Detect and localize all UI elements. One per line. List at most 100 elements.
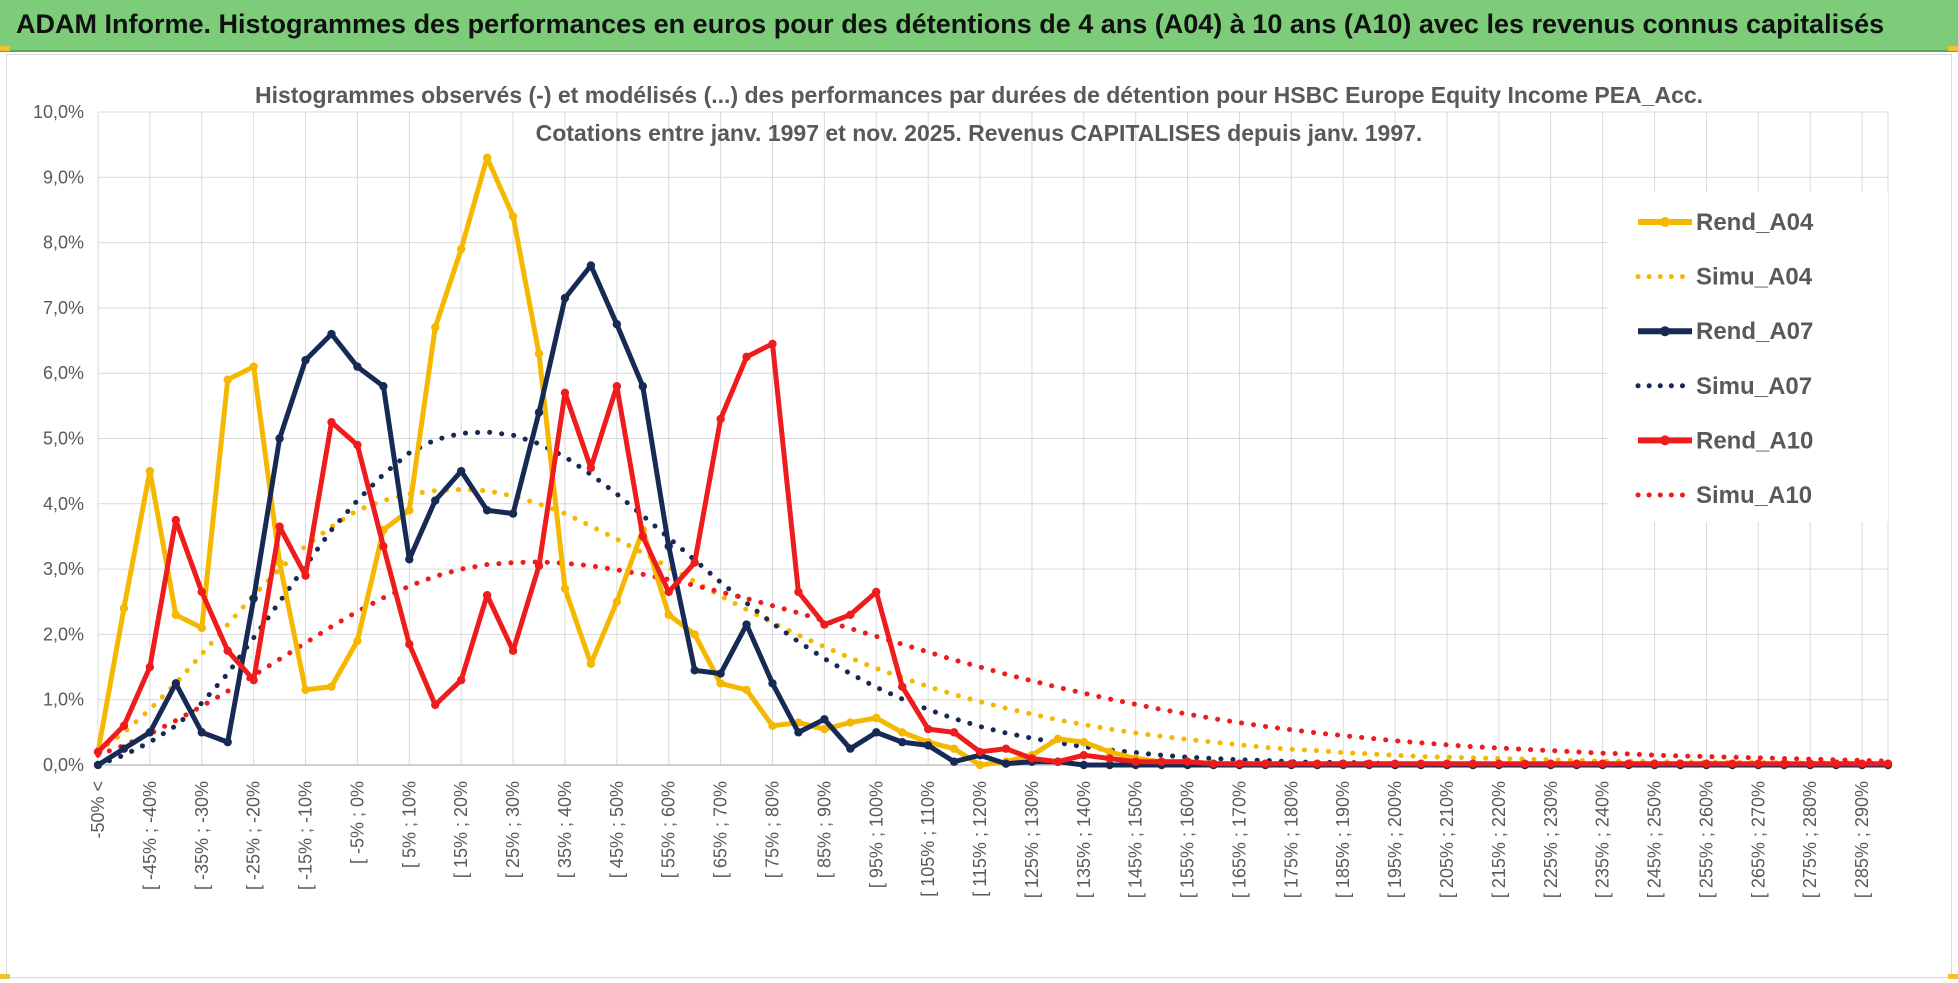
data-point [586, 261, 596, 270]
series-line [95, 486, 1891, 767]
data-point [508, 212, 518, 221]
data-point [197, 587, 206, 597]
data-point [301, 571, 310, 580]
data-point [1105, 747, 1114, 757]
data-point [1857, 759, 1867, 768]
chart-title-line2: Cotations entre janv. 1997 et nov. 2025.… [536, 120, 1423, 146]
x-tick-label: [ 205% ; 210% [1437, 781, 1457, 898]
series-simu-a04 [95, 486, 1891, 767]
series-line [96, 341, 1888, 767]
data-point [405, 555, 414, 564]
y-tick-label: 5,0% [43, 429, 84, 449]
data-point [664, 610, 673, 620]
data-point [93, 747, 103, 757]
x-tick-label: -50% < [88, 781, 108, 839]
data-point [716, 669, 725, 678]
data-point [612, 320, 622, 329]
data-point [872, 728, 881, 737]
data-point [560, 388, 570, 397]
data-point [1053, 757, 1063, 766]
data-point [275, 558, 284, 567]
data-point [223, 737, 232, 747]
legend-label: Rend_A07 [1696, 318, 1813, 345]
data-point [949, 728, 959, 737]
data-point [1079, 760, 1088, 770]
data-point [534, 349, 544, 358]
data-point [145, 662, 155, 672]
data-point [1546, 759, 1555, 768]
data-point [898, 737, 907, 747]
legend-item: Rend_A07 [1638, 318, 1813, 345]
x-tick-label: [ 215% ; 220% [1489, 781, 1509, 898]
data-point [872, 713, 881, 723]
data-point [456, 675, 466, 685]
header-banner: ADAM Informe. Histogrammes des performan… [0, 0, 1958, 52]
legend: Rend_A04 Simu_A04 Rend_A07 Simu_A07 Rend_A10… [1608, 192, 1888, 522]
legend-item: Simu_A10 [1635, 482, 1812, 509]
y-tick-label: 2,0% [43, 624, 84, 644]
x-tick-label: [ 5% ; 10% [399, 781, 419, 868]
banner-title: ADAM Informe. Histogrammes des performan… [16, 9, 1885, 39]
data-point [664, 587, 673, 597]
data-point [898, 728, 907, 737]
data-point [353, 362, 362, 371]
data-point [975, 747, 985, 757]
legend-marker [1660, 217, 1670, 227]
data-point [716, 679, 725, 688]
data-point [508, 509, 518, 518]
legend-marker [1660, 435, 1670, 446]
data-point [690, 558, 699, 567]
x-tick-label: [ 115% ; 120% [970, 781, 990, 897]
data-point [327, 417, 336, 427]
data-point [820, 724, 829, 734]
data-point [327, 329, 336, 339]
data-point [1624, 759, 1633, 768]
data-point [872, 587, 881, 597]
data-point [742, 620, 751, 629]
data-point [301, 685, 310, 695]
data-point [923, 724, 933, 734]
data-point [1261, 759, 1270, 768]
data-point [1313, 759, 1322, 768]
y-tick-label: 0,0% [43, 755, 84, 775]
legend-label: Rend_A10 [1696, 427, 1813, 454]
x-tick-label: [ 155% ; 160% [1178, 781, 1198, 898]
y-axis: 0,0% 1,0% 2,0% 3,0% 4,0% 5,0% 6,0% 7,0% 8,0% 9,0%… [33, 102, 84, 775]
series-group [93, 153, 1893, 770]
data-point [949, 744, 959, 753]
data-point [1105, 760, 1114, 770]
data-point [1598, 759, 1607, 768]
data-point [145, 466, 155, 476]
data-point [742, 685, 751, 695]
data-point [534, 561, 544, 571]
x-tick-label: [ 95% ; 100% [866, 781, 886, 888]
data-point [768, 721, 777, 731]
x-tick-label: [ 165% ; 170% [1229, 781, 1249, 898]
data-point [197, 728, 206, 737]
data-point [119, 604, 129, 613]
data-point [1183, 757, 1192, 766]
data-point [249, 675, 258, 685]
x-tick-label: [ -45% ; -40% [140, 781, 160, 890]
data-point [379, 542, 388, 551]
data-point [456, 466, 466, 476]
x-tick-label: [ 75% ; 80% [762, 781, 782, 878]
data-point [1442, 759, 1452, 768]
y-tick-label: 7,0% [43, 298, 84, 318]
corner-marker [1948, 46, 1958, 51]
corner-marker [0, 46, 10, 51]
data-point [275, 522, 284, 531]
data-point [1079, 751, 1088, 760]
legend-box [1608, 192, 1888, 522]
data-point [1805, 759, 1815, 768]
data-point [768, 339, 777, 349]
data-point [1001, 744, 1011, 753]
data-point [1650, 759, 1659, 768]
legend-label: Simu_A10 [1696, 482, 1812, 509]
legend-label: Simu_A04 [1696, 264, 1813, 291]
x-tick-label: [ 265% ; 270% [1748, 781, 1768, 898]
data-point [1157, 757, 1166, 766]
x-tick-label: [ 245% ; 250% [1645, 781, 1665, 898]
data-point [846, 718, 855, 727]
